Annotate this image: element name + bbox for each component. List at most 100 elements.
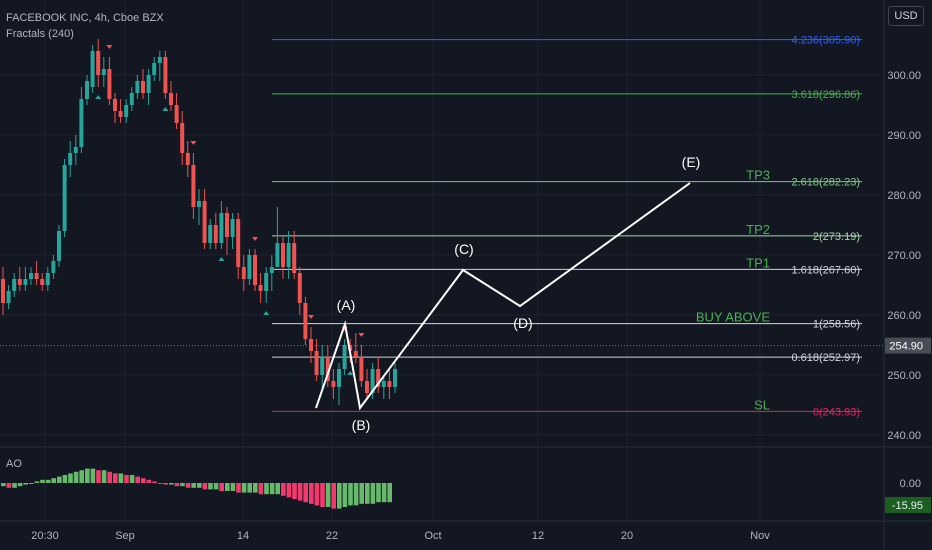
candle-body bbox=[365, 381, 369, 393]
ao-bar bbox=[253, 483, 258, 493]
ao-histogram bbox=[1, 468, 392, 509]
ao-bar bbox=[202, 483, 208, 490]
ao-bar bbox=[325, 483, 331, 507]
ao-bar bbox=[241, 483, 247, 493]
ao-bar bbox=[51, 478, 56, 483]
ao-bar bbox=[269, 483, 275, 495]
candle-body bbox=[236, 219, 241, 267]
ao-bar bbox=[219, 483, 224, 491]
ao-bar bbox=[62, 475, 68, 483]
level-note: SL bbox=[754, 397, 770, 412]
ao-bar bbox=[141, 478, 146, 483]
y-tick-label: 250.00 bbox=[887, 370, 921, 382]
ao-bar bbox=[23, 483, 28, 485]
candle-body bbox=[169, 93, 173, 105]
candle-body bbox=[247, 255, 252, 279]
fibonacci-extension[interactable]: 4.236(305.90) 3.618(296.86) 2.618(282.23) 2… bbox=[272, 35, 862, 419]
ao-bar bbox=[331, 483, 336, 509]
candle-body bbox=[342, 345, 347, 369]
candle-body bbox=[23, 279, 28, 285]
level-note: TP2 bbox=[746, 222, 770, 237]
candle-body bbox=[57, 231, 61, 261]
candle-body bbox=[303, 303, 308, 339]
candle-body bbox=[253, 255, 257, 285]
ao-bar bbox=[29, 483, 34, 484]
fractal-down-marker bbox=[358, 333, 365, 337]
candle-body bbox=[325, 357, 330, 381]
candle-body bbox=[129, 93, 134, 105]
candle-body bbox=[185, 153, 190, 165]
level-note: TP3 bbox=[746, 168, 770, 183]
candle-body bbox=[101, 69, 106, 75]
indicator-label: Fractals (240) bbox=[6, 28, 74, 40]
candle-body bbox=[1, 279, 5, 303]
candle-body bbox=[269, 267, 274, 273]
x-tick-label: 12 bbox=[532, 530, 544, 542]
candle-body bbox=[297, 273, 302, 303]
ao-bar bbox=[303, 483, 308, 503]
candle-body bbox=[17, 279, 22, 285]
candle-body bbox=[146, 75, 151, 93]
fib-level-label: 1(258.56) bbox=[813, 319, 860, 331]
x-tick-label: 22 bbox=[326, 530, 338, 542]
ao-bar bbox=[286, 483, 292, 498]
wave-label: (E) bbox=[682, 154, 701, 170]
y-tick-label: 270.00 bbox=[887, 250, 921, 262]
ao-bar bbox=[118, 473, 124, 483]
candle-body bbox=[85, 81, 89, 99]
candle-body bbox=[124, 105, 129, 117]
fib-level-label: 3.618(296.86) bbox=[792, 89, 861, 101]
ao-label: AO bbox=[6, 458, 22, 470]
x-tick-label: 20 bbox=[621, 530, 633, 542]
candle-body bbox=[157, 57, 162, 63]
ao-bar bbox=[96, 470, 101, 483]
candle-body bbox=[73, 147, 78, 153]
candle-body bbox=[197, 201, 201, 207]
candle-body bbox=[45, 273, 50, 285]
ao-bar bbox=[348, 483, 353, 506]
ao-bar bbox=[297, 483, 303, 501]
fib-level-label: 2(273.19) bbox=[813, 231, 860, 243]
ao-bar bbox=[247, 483, 252, 493]
ao-bar bbox=[6, 483, 12, 488]
wave-projection[interactable]: (A) (B) (C) (D) (E) bbox=[315, 154, 701, 433]
currency-button[interactable]: USD bbox=[888, 6, 924, 26]
ao-bar bbox=[73, 471, 79, 483]
ao-bar bbox=[180, 483, 185, 487]
candle-body bbox=[180, 123, 185, 153]
ao-bar bbox=[230, 483, 236, 491]
wave-label: (D) bbox=[513, 315, 532, 331]
ao-bar bbox=[225, 483, 230, 491]
candle-body bbox=[107, 69, 112, 99]
candle-body bbox=[208, 225, 213, 243]
ao-bar bbox=[258, 483, 264, 495]
wave-label: (B) bbox=[352, 417, 371, 433]
ao-bar bbox=[17, 483, 23, 487]
candle-body bbox=[230, 219, 235, 237]
candle-body bbox=[225, 213, 229, 237]
x-tick-label: 14 bbox=[237, 530, 249, 542]
candle-body bbox=[62, 165, 67, 231]
candle-body bbox=[90, 51, 95, 87]
candle-body bbox=[376, 369, 381, 387]
candle-body bbox=[241, 267, 246, 279]
ao-bar bbox=[236, 483, 241, 493]
ao-bar bbox=[208, 483, 213, 490]
candle-body bbox=[309, 339, 313, 351]
ao-bar bbox=[146, 479, 152, 483]
candle-body bbox=[292, 243, 297, 273]
fractal-down-marker bbox=[252, 237, 258, 241]
candle-body bbox=[275, 243, 280, 267]
ao-bar bbox=[169, 483, 174, 485]
candle-body bbox=[219, 213, 224, 243]
ao-bar bbox=[275, 483, 280, 495]
ao-bar bbox=[85, 468, 90, 483]
ao-bar bbox=[191, 483, 196, 488]
fractal-up-marker bbox=[218, 257, 225, 261]
ao-bar bbox=[129, 475, 135, 483]
y-tick-label: 280.00 bbox=[887, 190, 921, 202]
ao-bar bbox=[314, 483, 320, 506]
x-tick-label: Nov bbox=[750, 530, 770, 542]
